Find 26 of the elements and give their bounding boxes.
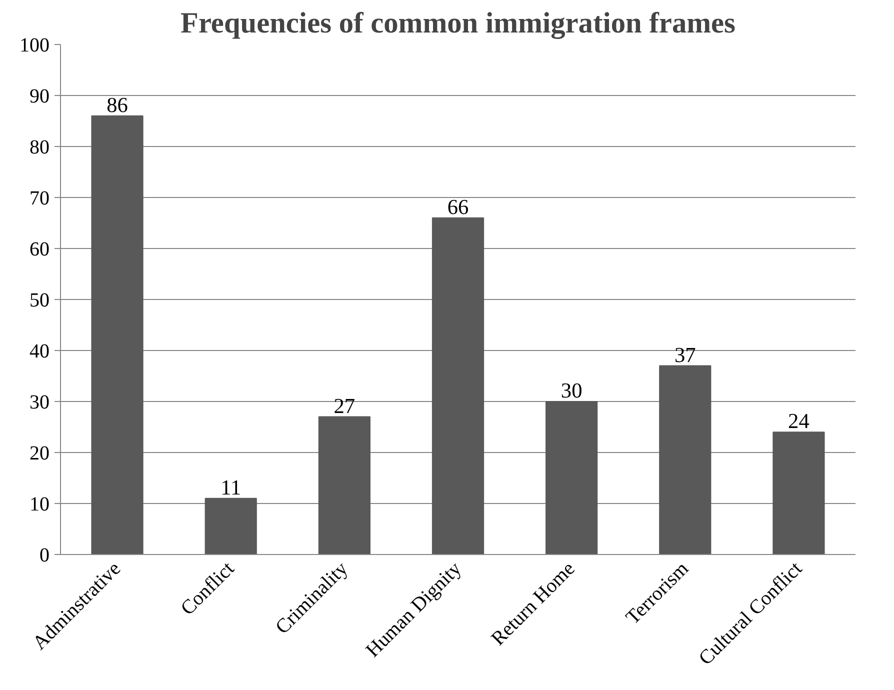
y-tick-label: 100 <box>20 34 50 56</box>
bar <box>546 401 598 554</box>
data-label: 24 <box>788 409 810 434</box>
y-tick-label: 90 <box>30 86 50 108</box>
y-tick-label: 0 <box>40 544 50 566</box>
data-label: 66 <box>447 194 469 219</box>
data-label: 11 <box>220 475 242 500</box>
data-label: 37 <box>674 342 696 367</box>
chart-title: Frequencies of common immigration frames <box>180 8 736 40</box>
y-tick-label: 10 <box>30 494 50 516</box>
y-tick-label: 60 <box>30 238 50 260</box>
bar <box>659 365 712 554</box>
bar <box>91 115 144 554</box>
y-tick-label: 30 <box>30 392 50 414</box>
bar <box>204 498 257 554</box>
data-label: 86 <box>106 92 128 117</box>
y-tick-label: 40 <box>30 340 50 362</box>
data-label: 30 <box>560 378 582 402</box>
data-label: 27 <box>334 394 356 418</box>
y-tick-label: 80 <box>30 136 50 158</box>
y-tick-label: 70 <box>30 188 50 210</box>
y-tick-label: 50 <box>30 290 50 312</box>
bar <box>318 416 370 554</box>
bar <box>432 217 484 554</box>
y-tick-label: 20 <box>30 442 50 464</box>
bar <box>772 432 825 554</box>
